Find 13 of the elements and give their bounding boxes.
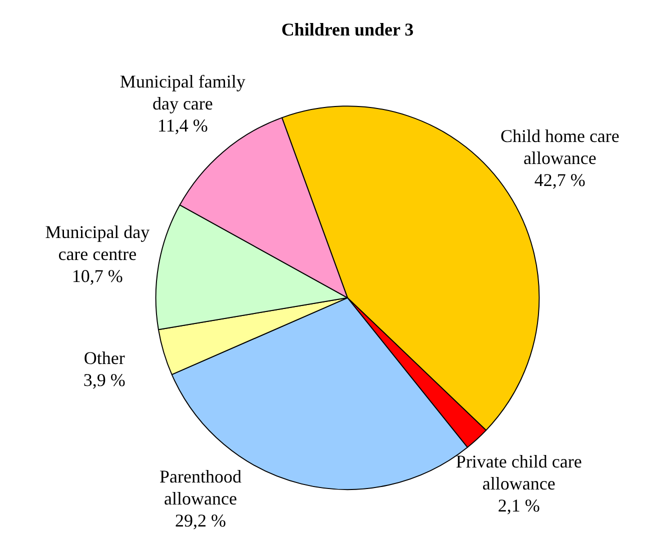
slice-label: Municipal family day care [120, 72, 246, 114]
slice-label: Child home care allowance [500, 126, 620, 168]
data-label: 11,4 % [158, 116, 208, 136]
chart-title: Children under 3 [281, 19, 414, 40]
slice-label: Parenthood allowance [159, 466, 242, 509]
slice-label: Municipal day care centre [45, 222, 150, 264]
data-label: 42,7 % [534, 170, 586, 190]
slice-label: Other [84, 348, 125, 368]
data-label: 10,7 % [72, 266, 123, 286]
slice-label: Private child care allowance [456, 452, 582, 494]
data-label: 29,2 % [174, 510, 226, 531]
data-label: 3,9 % [83, 370, 126, 390]
data-label: 2,1 % [498, 496, 540, 516]
